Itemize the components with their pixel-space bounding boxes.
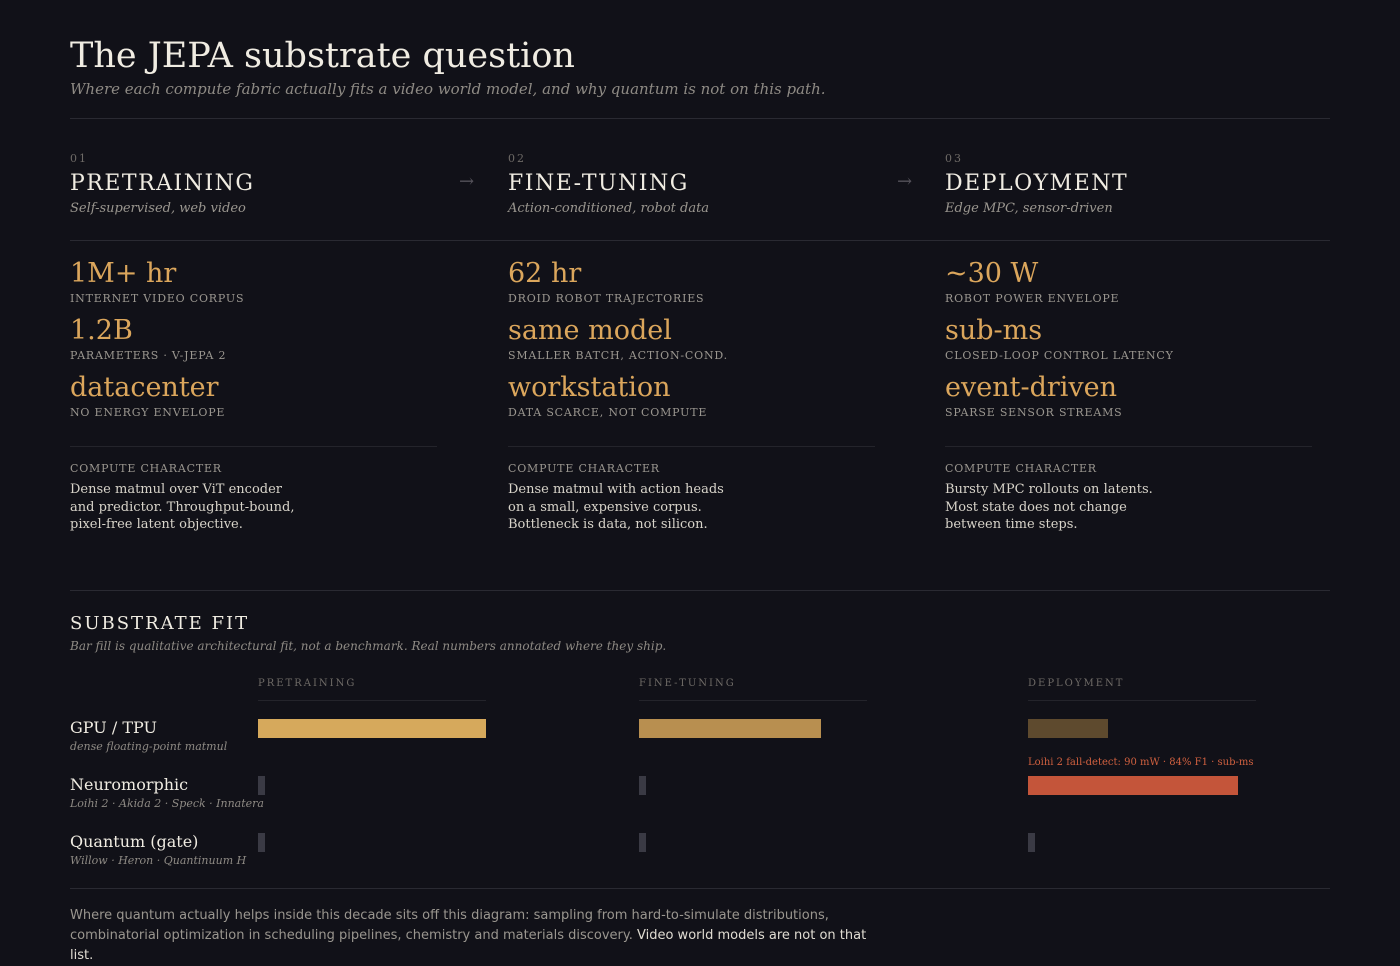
row-sub: dense floating-point matmul [70,740,228,753]
stage-subtitle: Edge MPC, sensor-driven [945,201,1113,216]
metric-label: SPARSE SENSOR STREAMS [945,406,1123,419]
footer-highlight: Video world models are not on that list. [70,928,867,963]
metric-value: 1M+ hr [70,258,177,289]
metric-label: DATA SCARCE, NOT COMPUTE [508,406,708,419]
fit-bar [1028,776,1238,795]
row-sub: Willow · Heron · Quantinuum H [70,854,247,867]
page-subtitle: Where each compute fabric actually fits … [70,80,826,98]
divider [70,888,1330,889]
divider [70,118,1330,119]
metric-value: 1.2B [70,315,133,346]
fit-bar [639,833,646,852]
stage-number: 03 [945,152,963,165]
metric-value: 62 hr [508,258,582,289]
stage-subtitle: Self-supervised, web video [70,201,246,216]
compute-text: Bursty MPC rollouts on latents. Most sta… [945,482,1153,532]
compute-text: Dense matmul over ViT encoder and predic… [70,482,295,532]
compute-label: COMPUTE CHARACTER [70,462,222,475]
fit-bar [258,776,265,795]
metric-value: sub-ms [945,315,1043,346]
stage-arrow: → [459,171,475,192]
metric-value: workstation [508,372,671,403]
divider [508,446,875,447]
stage-arrow: → [897,171,913,192]
metric-label: NO ENERGY ENVELOPE [70,406,226,419]
section-subtitle: Bar fill is qualitative architectural fi… [70,639,667,653]
column-rule [639,700,867,701]
row-sub: Loihi 2 · Akida 2 · Speck · Innatera [70,797,264,810]
column-header: DEPLOYMENT [1028,678,1125,689]
divider [70,240,1330,241]
compute-label: COMPUTE CHARACTER [508,462,660,475]
metric-value: same model [508,315,672,346]
fit-bar [258,833,265,852]
column-header: FINE-TUNING [639,678,736,689]
row-name: Neuromorphic [70,775,189,794]
fit-bar [1028,719,1108,738]
metric-value: datacenter [70,372,219,403]
metric-label: INTERNET VIDEO CORPUS [70,292,245,305]
fit-bar [258,719,486,738]
metric-value: ~30 W [945,258,1039,289]
row-name: GPU / TPU [70,718,157,737]
fit-bar [1028,833,1035,852]
bar-annotation: Loihi 2 fall-detect: 90 mW · 84% F1 · su… [1028,757,1254,768]
section-title: SUBSTRATE FIT [70,613,250,634]
metric-value: event-driven [945,372,1118,403]
divider [70,590,1330,591]
stage-number: 02 [508,152,526,165]
footer-text: Where quantum actually helps inside this… [70,906,870,966]
stage-subtitle: Action-conditioned, robot data [508,201,710,216]
page-title: The JEPA substrate question [70,36,575,76]
compute-text: Dense matmul with action heads on a smal… [508,482,724,532]
metric-label: DROID ROBOT TRAJECTORIES [508,292,705,305]
column-header: PRETRAINING [258,678,357,689]
stage-title: DEPLOYMENT [945,171,1129,196]
row-name: Quantum (gate) [70,832,199,851]
stage-number: 01 [70,152,88,165]
fit-bar [639,776,646,795]
metric-label: ROBOT POWER ENVELOPE [945,292,1120,305]
fit-bar [639,719,822,738]
divider [945,446,1312,447]
divider [70,446,437,447]
metric-label: PARAMETERS · V-JEPA 2 [70,349,227,362]
footer-body: Where quantum actually helps inside this… [70,908,829,943]
stage-title: PRETRAINING [70,171,255,196]
stage-title: FINE-TUNING [508,171,689,196]
column-rule [1028,700,1256,701]
compute-label: COMPUTE CHARACTER [945,462,1097,475]
metric-label: CLOSED-LOOP CONTROL LATENCY [945,349,1174,362]
metric-label: SMALLER BATCH, ACTION-COND. [508,349,728,362]
column-rule [258,700,486,701]
